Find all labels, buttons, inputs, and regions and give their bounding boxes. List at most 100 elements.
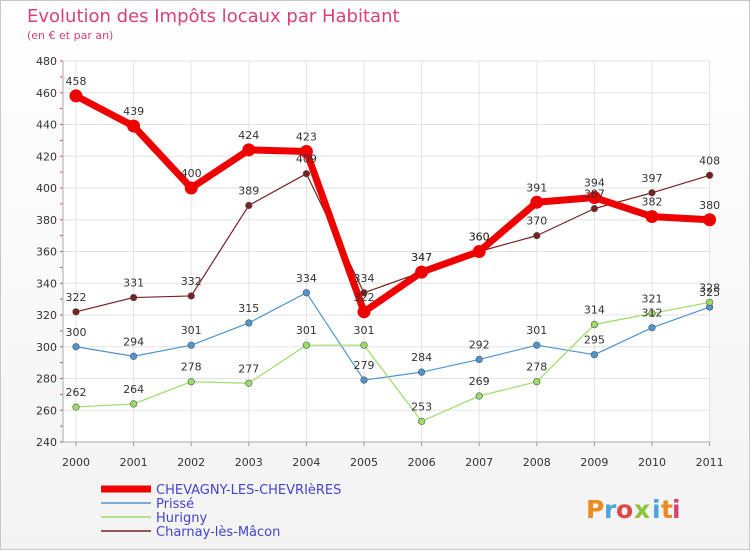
data-label: 424 — [238, 129, 259, 142]
data-label: 300 — [66, 326, 87, 339]
data-point — [418, 368, 426, 376]
data-point — [302, 289, 311, 297]
data-point — [245, 379, 253, 387]
x-tick-label: 2004 — [292, 456, 320, 469]
data-label: 360 — [469, 231, 490, 244]
data-label: 301 — [181, 324, 202, 337]
data-label: 264 — [123, 383, 144, 396]
y-tick-label: 360 — [36, 246, 57, 259]
data-point — [72, 343, 80, 351]
svg-text:o: o — [616, 495, 633, 524]
y-tick-label: 480 — [36, 55, 57, 68]
series-2 — [72, 298, 714, 425]
chart-title: Evolution des Impôts locaux par Habitant — [27, 6, 400, 27]
y-tick-label: 240 — [36, 436, 57, 449]
data-label: 334 — [296, 272, 317, 285]
data-point — [705, 298, 714, 306]
series-line — [75, 301, 711, 422]
y-tick-label: 340 — [36, 277, 57, 290]
data-label: 278 — [181, 361, 202, 374]
legend-label: Charnay-lès-Mâcon — [156, 525, 280, 540]
data-point — [648, 309, 656, 318]
data-label: 394 — [584, 177, 605, 190]
data-label: 321 — [642, 292, 663, 305]
data-label: 269 — [469, 375, 490, 388]
data-label: 389 — [238, 184, 259, 197]
data-label: 423 — [296, 130, 317, 143]
data-label: 315 — [238, 302, 259, 315]
data-point — [127, 119, 141, 133]
data-label: 458 — [66, 75, 87, 88]
series-0 — [69, 89, 717, 319]
data-point — [72, 308, 80, 316]
data-point — [705, 171, 714, 179]
x-tick-label: 2003 — [235, 456, 263, 469]
legend-label: Prissé — [156, 497, 194, 512]
data-label: 253 — [411, 400, 432, 413]
data-label: 360 — [469, 231, 490, 244]
data-label: 295 — [584, 334, 605, 347]
data-label: 370 — [526, 215, 547, 228]
legend-label: CHEVAGNY-LES-CHEVRIèRES — [156, 483, 341, 498]
data-label: 292 — [469, 338, 490, 351]
data-point — [299, 144, 313, 158]
x-tick-label: 2011 — [696, 456, 724, 469]
series-line — [75, 173, 711, 313]
data-point — [533, 378, 541, 386]
data-point — [245, 319, 253, 327]
proxiti-logo: P r o x i t i — [586, 495, 681, 524]
y-tick-label: 280 — [36, 373, 57, 386]
data-point — [533, 232, 541, 240]
data-point — [187, 341, 195, 349]
data-point — [245, 201, 253, 210]
svg-text:r: r — [604, 495, 617, 524]
y-tick-label: 300 — [36, 341, 57, 354]
data-label: 400 — [181, 167, 202, 180]
data-label: 301 — [354, 324, 375, 337]
data-label: 347 — [411, 251, 432, 264]
chart-subtitle: (en € et par an) — [27, 29, 113, 42]
data-point — [590, 351, 599, 359]
data-label: 328 — [699, 281, 720, 294]
data-point — [530, 195, 544, 209]
data-point — [587, 191, 601, 205]
x-tick-label: 2010 — [638, 456, 666, 469]
data-label: 391 — [526, 181, 547, 194]
data-label: 408 — [699, 154, 720, 167]
data-label: 322 — [354, 291, 375, 304]
y-tick-label: 400 — [36, 182, 57, 195]
data-point — [130, 352, 138, 360]
data-point — [184, 181, 198, 195]
data-label: 301 — [296, 324, 317, 337]
data-point — [703, 213, 717, 227]
data-point — [187, 378, 195, 386]
data-point — [648, 189, 656, 197]
y-tick-label: 260 — [36, 404, 57, 417]
series-1 — [72, 289, 714, 384]
data-label: 322 — [66, 291, 87, 304]
data-label: 284 — [411, 351, 432, 364]
y-tick-label: 420 — [36, 150, 57, 163]
data-label: 334 — [354, 272, 375, 285]
data-point — [415, 265, 429, 279]
data-label: 331 — [123, 277, 144, 290]
data-point — [72, 403, 80, 411]
data-point — [242, 143, 256, 157]
data-label: 301 — [526, 324, 547, 337]
svg-text:P: P — [586, 495, 604, 524]
data-point — [645, 210, 659, 224]
data-label: 277 — [238, 362, 259, 375]
data-point — [360, 376, 368, 384]
data-point — [130, 293, 138, 302]
x-tick-label: 2000 — [62, 456, 90, 469]
data-point — [357, 305, 371, 319]
data-point — [590, 205, 599, 213]
data-label: 314 — [584, 304, 605, 317]
legend-label: Hurigny — [156, 511, 207, 526]
data-label: 325 — [699, 286, 720, 299]
x-tick-label: 2001 — [120, 456, 148, 469]
svg-text:i: i — [672, 495, 681, 524]
svg-text:t: t — [661, 495, 673, 524]
